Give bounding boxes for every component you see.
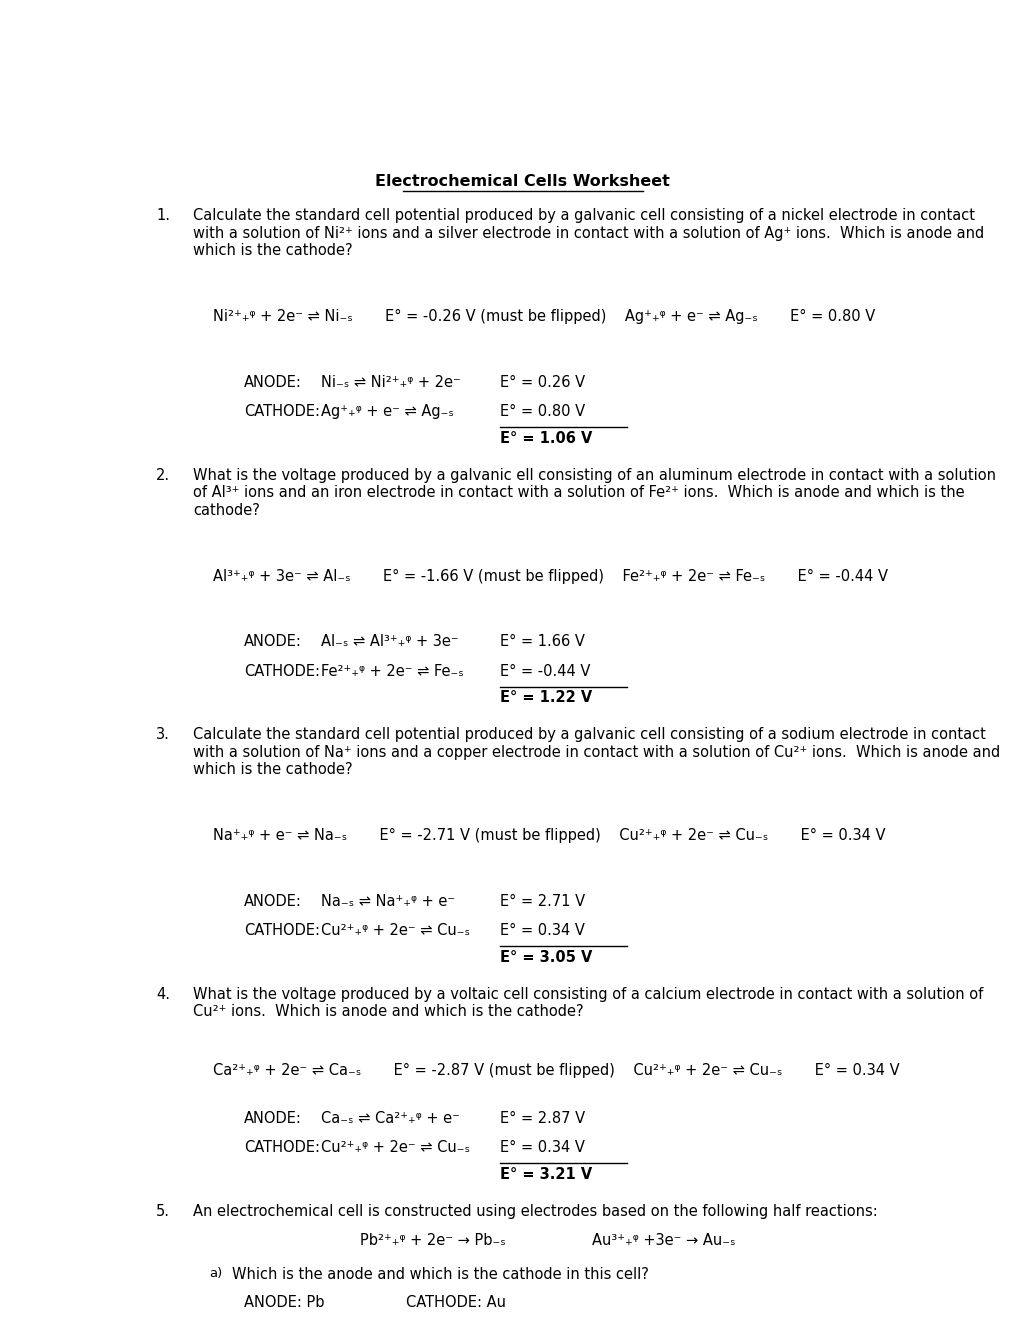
Text: CATHODE:: CATHODE:: [244, 664, 319, 678]
Text: Na⁺₊ᵠ + e⁻ ⇌ Na₋ₛ       E° = -2.71 V (must be flipped)    Cu²⁺₊ᵠ + 2e⁻ ⇌ Cu₋ₛ   : Na⁺₊ᵠ + e⁻ ⇌ Na₋ₛ E° = -2.71 V (must be …: [213, 829, 884, 843]
Text: E° = 0.80 V: E° = 0.80 V: [499, 404, 584, 418]
Text: 4.: 4.: [156, 987, 170, 1002]
Text: Al₋ₛ ⇌ Al³⁺₊ᵠ + 3e⁻: Al₋ₛ ⇌ Al³⁺₊ᵠ + 3e⁻: [321, 635, 459, 649]
Text: Calculate the standard cell potential produced by a galvanic cell consisting of : Calculate the standard cell potential pr…: [194, 727, 1000, 777]
Text: CATHODE:: CATHODE:: [244, 1140, 319, 1155]
Text: E° = 0.26 V: E° = 0.26 V: [499, 375, 584, 389]
Text: CATHODE: Au: CATHODE: Au: [407, 1295, 506, 1309]
Text: Electrochemical Cells Worksheet: Electrochemical Cells Worksheet: [375, 174, 669, 189]
Text: E° = 3.21 V: E° = 3.21 V: [499, 1167, 591, 1183]
Text: Ni₋ₛ ⇌ Ni²⁺₊ᵠ + 2e⁻: Ni₋ₛ ⇌ Ni²⁺₊ᵠ + 2e⁻: [321, 375, 461, 389]
Text: Which is the anode and which is the cathode in this cell?: Which is the anode and which is the cath…: [232, 1267, 648, 1282]
Text: Fe²⁺₊ᵠ + 2e⁻ ⇌ Fe₋ₛ: Fe²⁺₊ᵠ + 2e⁻ ⇌ Fe₋ₛ: [321, 664, 464, 678]
Text: E° = 1.06 V: E° = 1.06 V: [499, 432, 591, 446]
Text: ANODE:: ANODE:: [244, 1111, 302, 1126]
Text: What is the voltage produced by a voltaic cell consisting of a calcium electrode: What is the voltage produced by a voltai…: [194, 987, 982, 1019]
Text: Au³⁺₊ᵠ +3e⁻ → Au₋ₛ: Au³⁺₊ᵠ +3e⁻ → Au₋ₛ: [592, 1233, 736, 1249]
Text: E° = 2.71 V: E° = 2.71 V: [499, 894, 584, 908]
Text: An electrochemical cell is constructed using electrodes based on the following h: An electrochemical cell is constructed u…: [194, 1204, 877, 1220]
Text: Al³⁺₊ᵠ + 3e⁻ ⇌ Al₋ₛ       E° = -1.66 V (must be flipped)    Fe²⁺₊ᵠ + 2e⁻ ⇌ Fe₋ₛ : Al³⁺₊ᵠ + 3e⁻ ⇌ Al₋ₛ E° = -1.66 V (must b…: [213, 569, 887, 583]
Text: ANODE: Pb: ANODE: Pb: [244, 1295, 324, 1309]
Text: E° = 1.22 V: E° = 1.22 V: [499, 690, 591, 705]
Text: CATHODE:: CATHODE:: [244, 404, 319, 418]
Text: Ag⁺₊ᵠ + e⁻ ⇌ Ag₋ₛ: Ag⁺₊ᵠ + e⁻ ⇌ Ag₋ₛ: [321, 404, 453, 418]
Text: E° = -0.44 V: E° = -0.44 V: [499, 664, 589, 678]
Text: E° = 3.05 V: E° = 3.05 V: [499, 950, 591, 965]
Text: Na₋ₛ ⇌ Na⁺₊ᵠ + e⁻: Na₋ₛ ⇌ Na⁺₊ᵠ + e⁻: [321, 894, 454, 908]
Text: Ca₋ₛ ⇌ Ca²⁺₊ᵠ + e⁻: Ca₋ₛ ⇌ Ca²⁺₊ᵠ + e⁻: [321, 1111, 460, 1126]
Text: 5.: 5.: [156, 1204, 170, 1220]
Text: E° = 0.34 V: E° = 0.34 V: [499, 1140, 584, 1155]
Text: Cu²⁺₊ᵠ + 2e⁻ ⇌ Cu₋ₛ: Cu²⁺₊ᵠ + 2e⁻ ⇌ Cu₋ₛ: [321, 923, 470, 939]
Text: ANODE:: ANODE:: [244, 894, 302, 908]
Text: 3.: 3.: [156, 727, 170, 742]
Text: Ca²⁺₊ᵠ + 2e⁻ ⇌ Ca₋ₛ       E° = -2.87 V (must be flipped)    Cu²⁺₊ᵠ + 2e⁻ ⇌ Cu₋ₛ : Ca²⁺₊ᵠ + 2e⁻ ⇌ Ca₋ₛ E° = -2.87 V (must b…: [213, 1063, 899, 1078]
Text: Pb²⁺₊ᵠ + 2e⁻ → Pb₋ₛ: Pb²⁺₊ᵠ + 2e⁻ → Pb₋ₛ: [360, 1233, 505, 1249]
Text: Ni²⁺₊ᵠ + 2e⁻ ⇌ Ni₋ₛ       E° = -0.26 V (must be flipped)    Ag⁺₊ᵠ + e⁻ ⇌ Ag₋ₛ   : Ni²⁺₊ᵠ + 2e⁻ ⇌ Ni₋ₛ E° = -0.26 V (must b…: [213, 309, 874, 325]
Text: ANODE:: ANODE:: [244, 635, 302, 649]
Text: E° = 2.87 V: E° = 2.87 V: [499, 1111, 584, 1126]
Text: What is the voltage produced by a galvanic ell consisting of an aluminum electro: What is the voltage produced by a galvan…: [194, 469, 996, 517]
Text: a): a): [209, 1267, 222, 1280]
Text: CATHODE:: CATHODE:: [244, 923, 319, 939]
Text: Calculate the standard cell potential produced by a galvanic cell consisting of : Calculate the standard cell potential pr…: [194, 209, 983, 259]
Text: ANODE:: ANODE:: [244, 375, 302, 389]
Text: 1.: 1.: [156, 209, 170, 223]
Text: E° = 0.34 V: E° = 0.34 V: [499, 923, 584, 939]
Text: Cu²⁺₊ᵠ + 2e⁻ ⇌ Cu₋ₛ: Cu²⁺₊ᵠ + 2e⁻ ⇌ Cu₋ₛ: [321, 1140, 470, 1155]
Text: E° = 1.66 V: E° = 1.66 V: [499, 635, 584, 649]
Text: 2.: 2.: [156, 469, 170, 483]
